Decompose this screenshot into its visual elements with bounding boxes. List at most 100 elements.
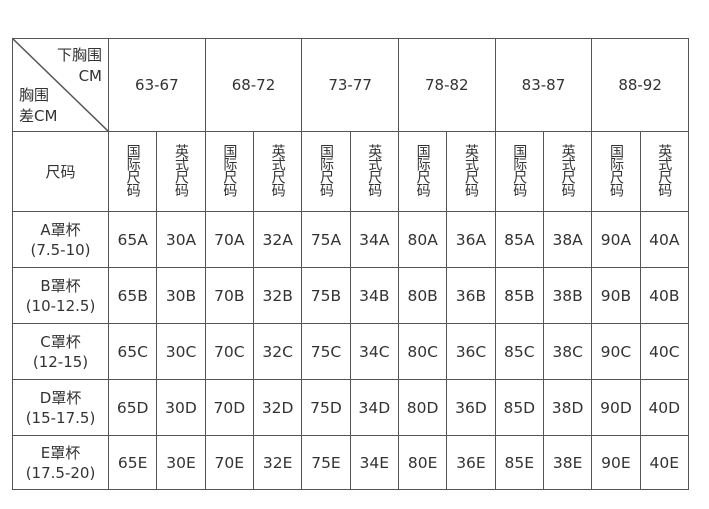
size-cell: 85E [494, 435, 544, 490]
size-cell: 80D [397, 379, 448, 436]
cup-label-cell: D罩杯 (15-17.5) [12, 379, 109, 436]
size-cell: 85D [494, 379, 544, 436]
table-row: E罩杯 (17.5-20) 65E 30E 70E 32E 75E 34E 80E 36E 85E 3… [12, 435, 689, 490]
underbust-range-header: 68-72 [204, 38, 303, 132]
table-row: B罩杯 (10-12.5) 65B 30B 70B 32B 75B 34B 80B 36B 85B 3… [12, 267, 689, 324]
size-label-cell: 尺码 [12, 131, 109, 212]
size-cell: 34E [349, 435, 399, 490]
cup-label-cell: E罩杯 (17.5-20) [12, 435, 109, 490]
international-size-header: 国际尺码 [397, 131, 448, 212]
size-cell: 80C [397, 323, 448, 380]
size-cell: 65E [107, 435, 158, 490]
size-cell: 65D [107, 379, 158, 436]
size-cell: 75D [301, 379, 351, 436]
size-cell: 40A [639, 211, 689, 268]
underbust-range-header: 88-92 [591, 38, 689, 132]
underbust-range-header: 78-82 [397, 38, 496, 132]
cup-name: C罩杯 [40, 332, 81, 351]
size-cell: 38B [542, 267, 593, 324]
size-cell: 90D [591, 379, 641, 436]
cup-name: A罩杯 [40, 220, 81, 239]
size-cell: 70D [204, 379, 254, 436]
size-cell: 70B [204, 267, 254, 324]
cup-name: D罩杯 [39, 388, 82, 407]
size-cell: 80A [397, 211, 448, 268]
size-cell: 40B [639, 267, 689, 324]
uk-size-header: 英式尺码 [446, 131, 496, 212]
size-cell: 85A [494, 211, 544, 268]
size-cell: 32C [252, 323, 303, 380]
size-cell: 32E [252, 435, 303, 490]
international-size-header: 国际尺码 [494, 131, 544, 212]
size-cell: 30A [156, 211, 206, 268]
uk-size-header: 英式尺码 [542, 131, 593, 212]
size-cell: 30D [156, 379, 206, 436]
size-cell: 70E [204, 435, 254, 490]
size-cell: 36B [446, 267, 496, 324]
cup-range: (10-12.5) [25, 296, 96, 315]
size-cell: 30B [156, 267, 206, 324]
size-cell: 75E [301, 435, 351, 490]
underbust-label: 下胸围 CM [56, 46, 102, 85]
uk-size-header: 英式尺码 [349, 131, 399, 212]
cup-name: E罩杯 [40, 443, 81, 462]
table-row: D罩杯 (15-17.5) 65D 30D 70D 32D 75D 34D 80D 36D 85D 3… [12, 379, 689, 436]
bust-difference-label: 胸围 差CM [19, 86, 58, 125]
size-cell: 65B [107, 267, 158, 324]
international-size-header: 国际尺码 [591, 131, 641, 212]
size-cell: 75C [301, 323, 351, 380]
size-cell: 32A [252, 211, 303, 268]
size-cell: 32D [252, 379, 303, 436]
underbust-range-header: 83-87 [494, 38, 593, 132]
underbust-range-header: 73-77 [301, 38, 399, 132]
size-cell: 32B [252, 267, 303, 324]
size-cell: 90E [591, 435, 641, 490]
table-row: A罩杯 (7.5-10) 65A 30A 70A 32A 75A 34A 80A 36A 85A 38… [12, 211, 689, 268]
cup-range: (7.5-10) [30, 240, 91, 259]
cup-range: (17.5-20) [25, 463, 96, 482]
size-cell: 34A [349, 211, 399, 268]
diagonal-divider [13, 39, 108, 131]
size-cell: 90B [591, 267, 641, 324]
cup-range: (15-17.5) [25, 408, 96, 427]
size-cell: 36A [446, 211, 496, 268]
uk-size-header: 英式尺码 [156, 131, 206, 212]
size-cell: 36D [446, 379, 496, 436]
size-cell: 30C [156, 323, 206, 380]
size-cell: 38C [542, 323, 593, 380]
size-cell: 40C [639, 323, 689, 380]
size-cell: 38E [542, 435, 593, 490]
size-cell: 65A [107, 211, 158, 268]
international-size-header: 国际尺码 [107, 131, 158, 212]
cup-label-cell: A罩杯 (7.5-10) [12, 211, 109, 268]
size-cell: 90C [591, 323, 641, 380]
size-cell: 80B [397, 267, 448, 324]
size-cell: 90A [591, 211, 641, 268]
corner-header-cell: 下胸围 CM 胸围 差CM [12, 38, 109, 132]
size-cell: 85C [494, 323, 544, 380]
cup-label-cell: C罩杯 (12-15) [12, 323, 109, 380]
size-cell: 36C [446, 323, 496, 380]
size-cell: 30E [156, 435, 206, 490]
cup-name: B罩杯 [40, 276, 81, 295]
size-cell: 70A [204, 211, 254, 268]
size-cell: 40E [639, 435, 689, 490]
table-row: C罩杯 (12-15) 65C 30C 70C 32C 75C 34C 80C 36C 85C 38C… [12, 323, 689, 380]
size-cell: 34B [349, 267, 399, 324]
size-chart-table: 下胸围 CM 胸围 差CM 63-67 68-72 73-77 78-82 83-87 88-… [12, 38, 689, 490]
size-cell: 34C [349, 323, 399, 380]
size-cell: 38D [542, 379, 593, 436]
uk-size-header: 英式尺码 [252, 131, 303, 212]
size-cell: 85B [494, 267, 544, 324]
size-cell: 65C [107, 323, 158, 380]
size-cell: 75A [301, 211, 351, 268]
cup-range: (12-15) [32, 352, 89, 371]
cup-label-cell: B罩杯 (10-12.5) [12, 267, 109, 324]
size-cell: 75B [301, 267, 351, 324]
size-cell: 70C [204, 323, 254, 380]
underbust-range-header: 63-67 [108, 38, 206, 132]
international-size-header: 国际尺码 [204, 131, 254, 212]
size-cell: 40D [639, 379, 689, 436]
uk-size-header: 英式尺码 [639, 131, 689, 212]
size-cell: 38A [542, 211, 593, 268]
